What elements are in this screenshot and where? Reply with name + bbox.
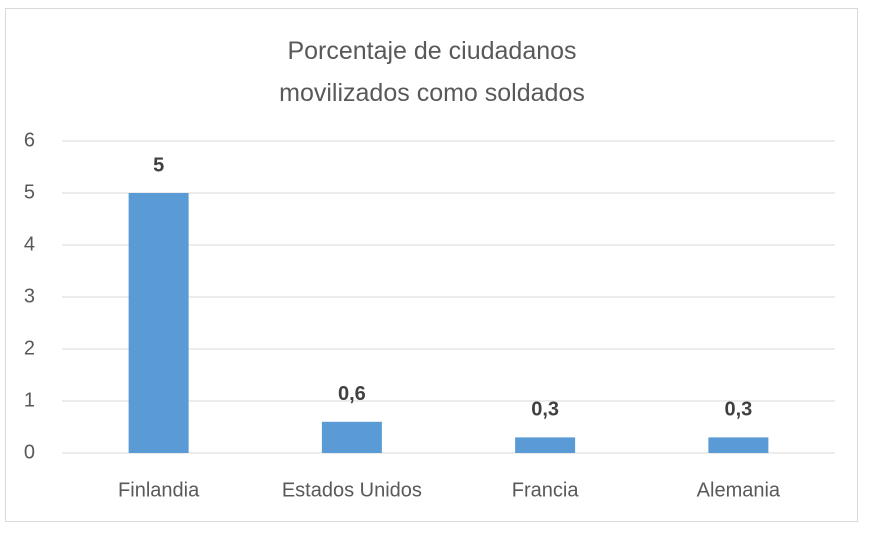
y-tick-label: 5 bbox=[24, 181, 35, 203]
y-tick-label: 6 bbox=[24, 129, 35, 151]
x-tick-label: Estados Unidos bbox=[282, 479, 422, 501]
x-tick-label: Francia bbox=[512, 479, 580, 501]
bar bbox=[515, 437, 576, 453]
value-label: 5 bbox=[153, 154, 164, 176]
y-tick-label: 2 bbox=[24, 337, 35, 359]
value-label: 0,3 bbox=[724, 399, 752, 421]
bar bbox=[128, 193, 189, 453]
x-tick-label: Finlandia bbox=[118, 479, 200, 501]
y-tick-label: 3 bbox=[24, 285, 35, 307]
value-label: 0,3 bbox=[531, 399, 559, 421]
x-tick-label: Alemania bbox=[697, 479, 781, 501]
y-tick-label: 0 bbox=[24, 441, 35, 463]
y-tick-label: 4 bbox=[24, 233, 35, 255]
bar bbox=[321, 421, 382, 453]
y-tick-label: 1 bbox=[24, 389, 35, 411]
chart-title: Porcentaje de ciudadanos movilizados com… bbox=[279, 37, 585, 107]
bar bbox=[708, 437, 769, 453]
value-label: 0,6 bbox=[338, 383, 366, 405]
